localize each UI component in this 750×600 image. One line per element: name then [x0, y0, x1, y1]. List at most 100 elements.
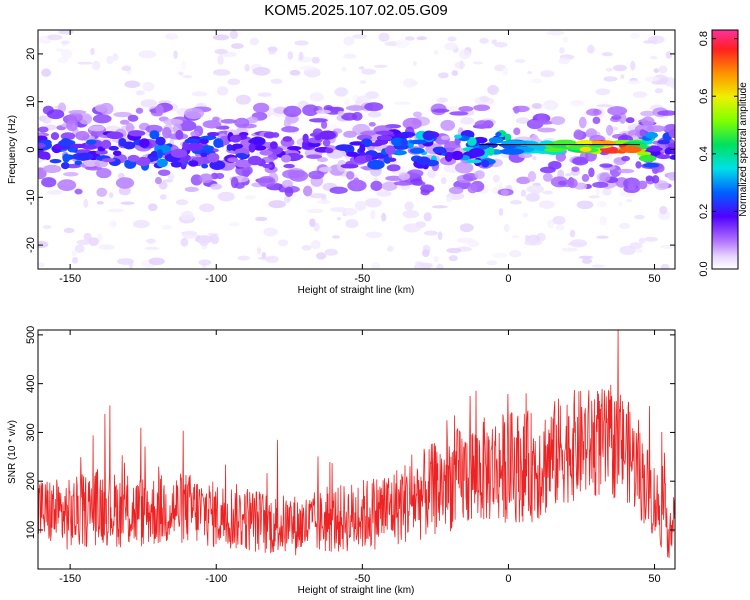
spectrogram-halo-blob [550, 116, 566, 125]
spectrogram-halo-blob [329, 186, 348, 194]
spectrogram-speckle [72, 256, 79, 264]
spectrogram-halo-blob [474, 170, 485, 180]
spectrogram-speckle [244, 195, 257, 200]
spectrogram-speckle [423, 212, 432, 222]
spectrogram-halo-blob [230, 176, 239, 189]
snr-ytick-label: 200 [25, 472, 37, 490]
spectrogram-core-blob [139, 138, 150, 148]
spectrogram-core-blob [340, 163, 359, 169]
spectrogram-core-blob [200, 145, 214, 151]
spectrogram-core-blob [235, 153, 248, 159]
spectrogram-speckle [448, 255, 458, 262]
spectrogram-speckle [159, 194, 167, 200]
spectrogram-speckle [252, 66, 271, 76]
spectrogram-halo-blob [646, 125, 667, 133]
spectrogram-speckle [445, 196, 453, 202]
spectrogram-speckle [180, 210, 194, 221]
spectrogram-core-blob [282, 136, 293, 142]
spectrogram-speckle [412, 61, 417, 66]
spectrogram-speckle [421, 249, 430, 258]
spectrogram-halo-blob [473, 104, 491, 112]
spectrogram-speckle [540, 70, 555, 78]
spectrogram-speckle [359, 80, 367, 84]
spectrogram-halo-blob [474, 120, 490, 129]
spectrogram-halo-blob [402, 117, 422, 130]
spectrogram-halo-blob [458, 106, 474, 112]
spectrogram-speckle [257, 92, 272, 97]
spectrogram-halo-blob [308, 170, 325, 180]
spectrogram-core-blob [603, 149, 621, 154]
spectrogram-speckle [460, 117, 475, 125]
spectrogram-speckle [558, 57, 571, 65]
spectrogram-core-blob [375, 130, 394, 136]
spectrogram-speckle [591, 264, 605, 268]
spectrogram-halo-blob [386, 164, 401, 172]
spectrogram-core-blob [384, 145, 396, 155]
spectrogram-speckle [479, 95, 490, 103]
spectrogram-core-blob [401, 138, 408, 147]
spectrogram-speckle [270, 78, 283, 84]
spectrogram-core-blob [248, 138, 263, 144]
spectrogram-speckle [212, 69, 231, 76]
spectrogram-core-blob [253, 145, 267, 151]
spectrogram-speckle [522, 212, 528, 218]
spectrogram-halo-blob [567, 178, 578, 189]
spectrogram-speckle [526, 185, 545, 194]
spectrogram-speckle [630, 60, 636, 71]
spectrogram-halo-blob [420, 189, 430, 196]
spectrogram-speckle [324, 248, 338, 256]
snr-panel: -150 -100 -50 0 50 100 200 300 400 500 Height of … [7, 326, 676, 596]
spectrogram-core-blob [368, 142, 383, 147]
spectrogram-speckle [520, 189, 527, 197]
spectrogram-speckle [309, 218, 316, 228]
spectrogram-speckle [38, 241, 49, 249]
spectrogram-speckle [249, 37, 259, 46]
spectrogram-core-blob [106, 131, 124, 140]
spectrogram-speckle [361, 68, 377, 75]
spectrogram-halo-blob [282, 169, 300, 179]
spectrogram-halo-blob [617, 168, 635, 174]
spectrogram-core-blob [62, 153, 71, 163]
spectrogram-speckle [46, 190, 63, 195]
spectrogram-speckle [561, 247, 579, 252]
spectrogram-speckle [109, 220, 117, 228]
spectrogram-speckle [569, 229, 576, 238]
spectrogram-core-blob [235, 159, 253, 168]
spectrogram-core-blob [128, 130, 146, 137]
spectrogram-speckle [345, 219, 359, 229]
spectrogram-core-blob [643, 162, 660, 168]
spectrogram-halo-blob [393, 180, 414, 186]
snr-xtick-label: 50 [648, 573, 660, 585]
spectrogram-speckle [562, 36, 569, 43]
spectrogram-core-blob [481, 159, 490, 168]
spectrogram-halo-blob [67, 112, 83, 123]
spectrogram-speckle [376, 190, 392, 197]
spectrogram-speckle [602, 188, 612, 196]
spectrogram-speckle [386, 245, 394, 252]
spectrogram-halo-blob [467, 183, 478, 194]
spectrogram-speckle [298, 51, 304, 61]
chart-title: KOM5.2025.107.02.05.G09 [264, 2, 447, 19]
spectrogram-core-blob [156, 158, 168, 168]
spectrogram-speckle [625, 198, 633, 203]
spectrogram-speckle [310, 239, 321, 250]
snr-ytick-label: 400 [25, 374, 37, 392]
spectrogram-speckle [502, 67, 509, 76]
spectrogram-speckle [41, 115, 52, 124]
spectrogram-speckle [451, 70, 459, 77]
spectrogram-xtick-label: 50 [648, 273, 660, 285]
spectrogram-halo-blob [592, 116, 601, 125]
spectrogram-core-blob [175, 129, 184, 140]
spectrogram-halo-blob [654, 180, 669, 191]
spectrogram-core-blob [70, 143, 87, 149]
spectrogram-speckle [336, 217, 341, 221]
spectrogram-speckle [578, 255, 594, 259]
spectrogram-speckle [356, 95, 372, 103]
spectrogram-speckle [289, 69, 301, 76]
spectrogram-core-blob [247, 155, 263, 166]
spectrogram-speckle [229, 30, 239, 39]
spectrogram-core-blob [499, 148, 525, 155]
spectrogram-halo-blob [42, 164, 62, 174]
spectrogram-speckle [138, 50, 156, 59]
